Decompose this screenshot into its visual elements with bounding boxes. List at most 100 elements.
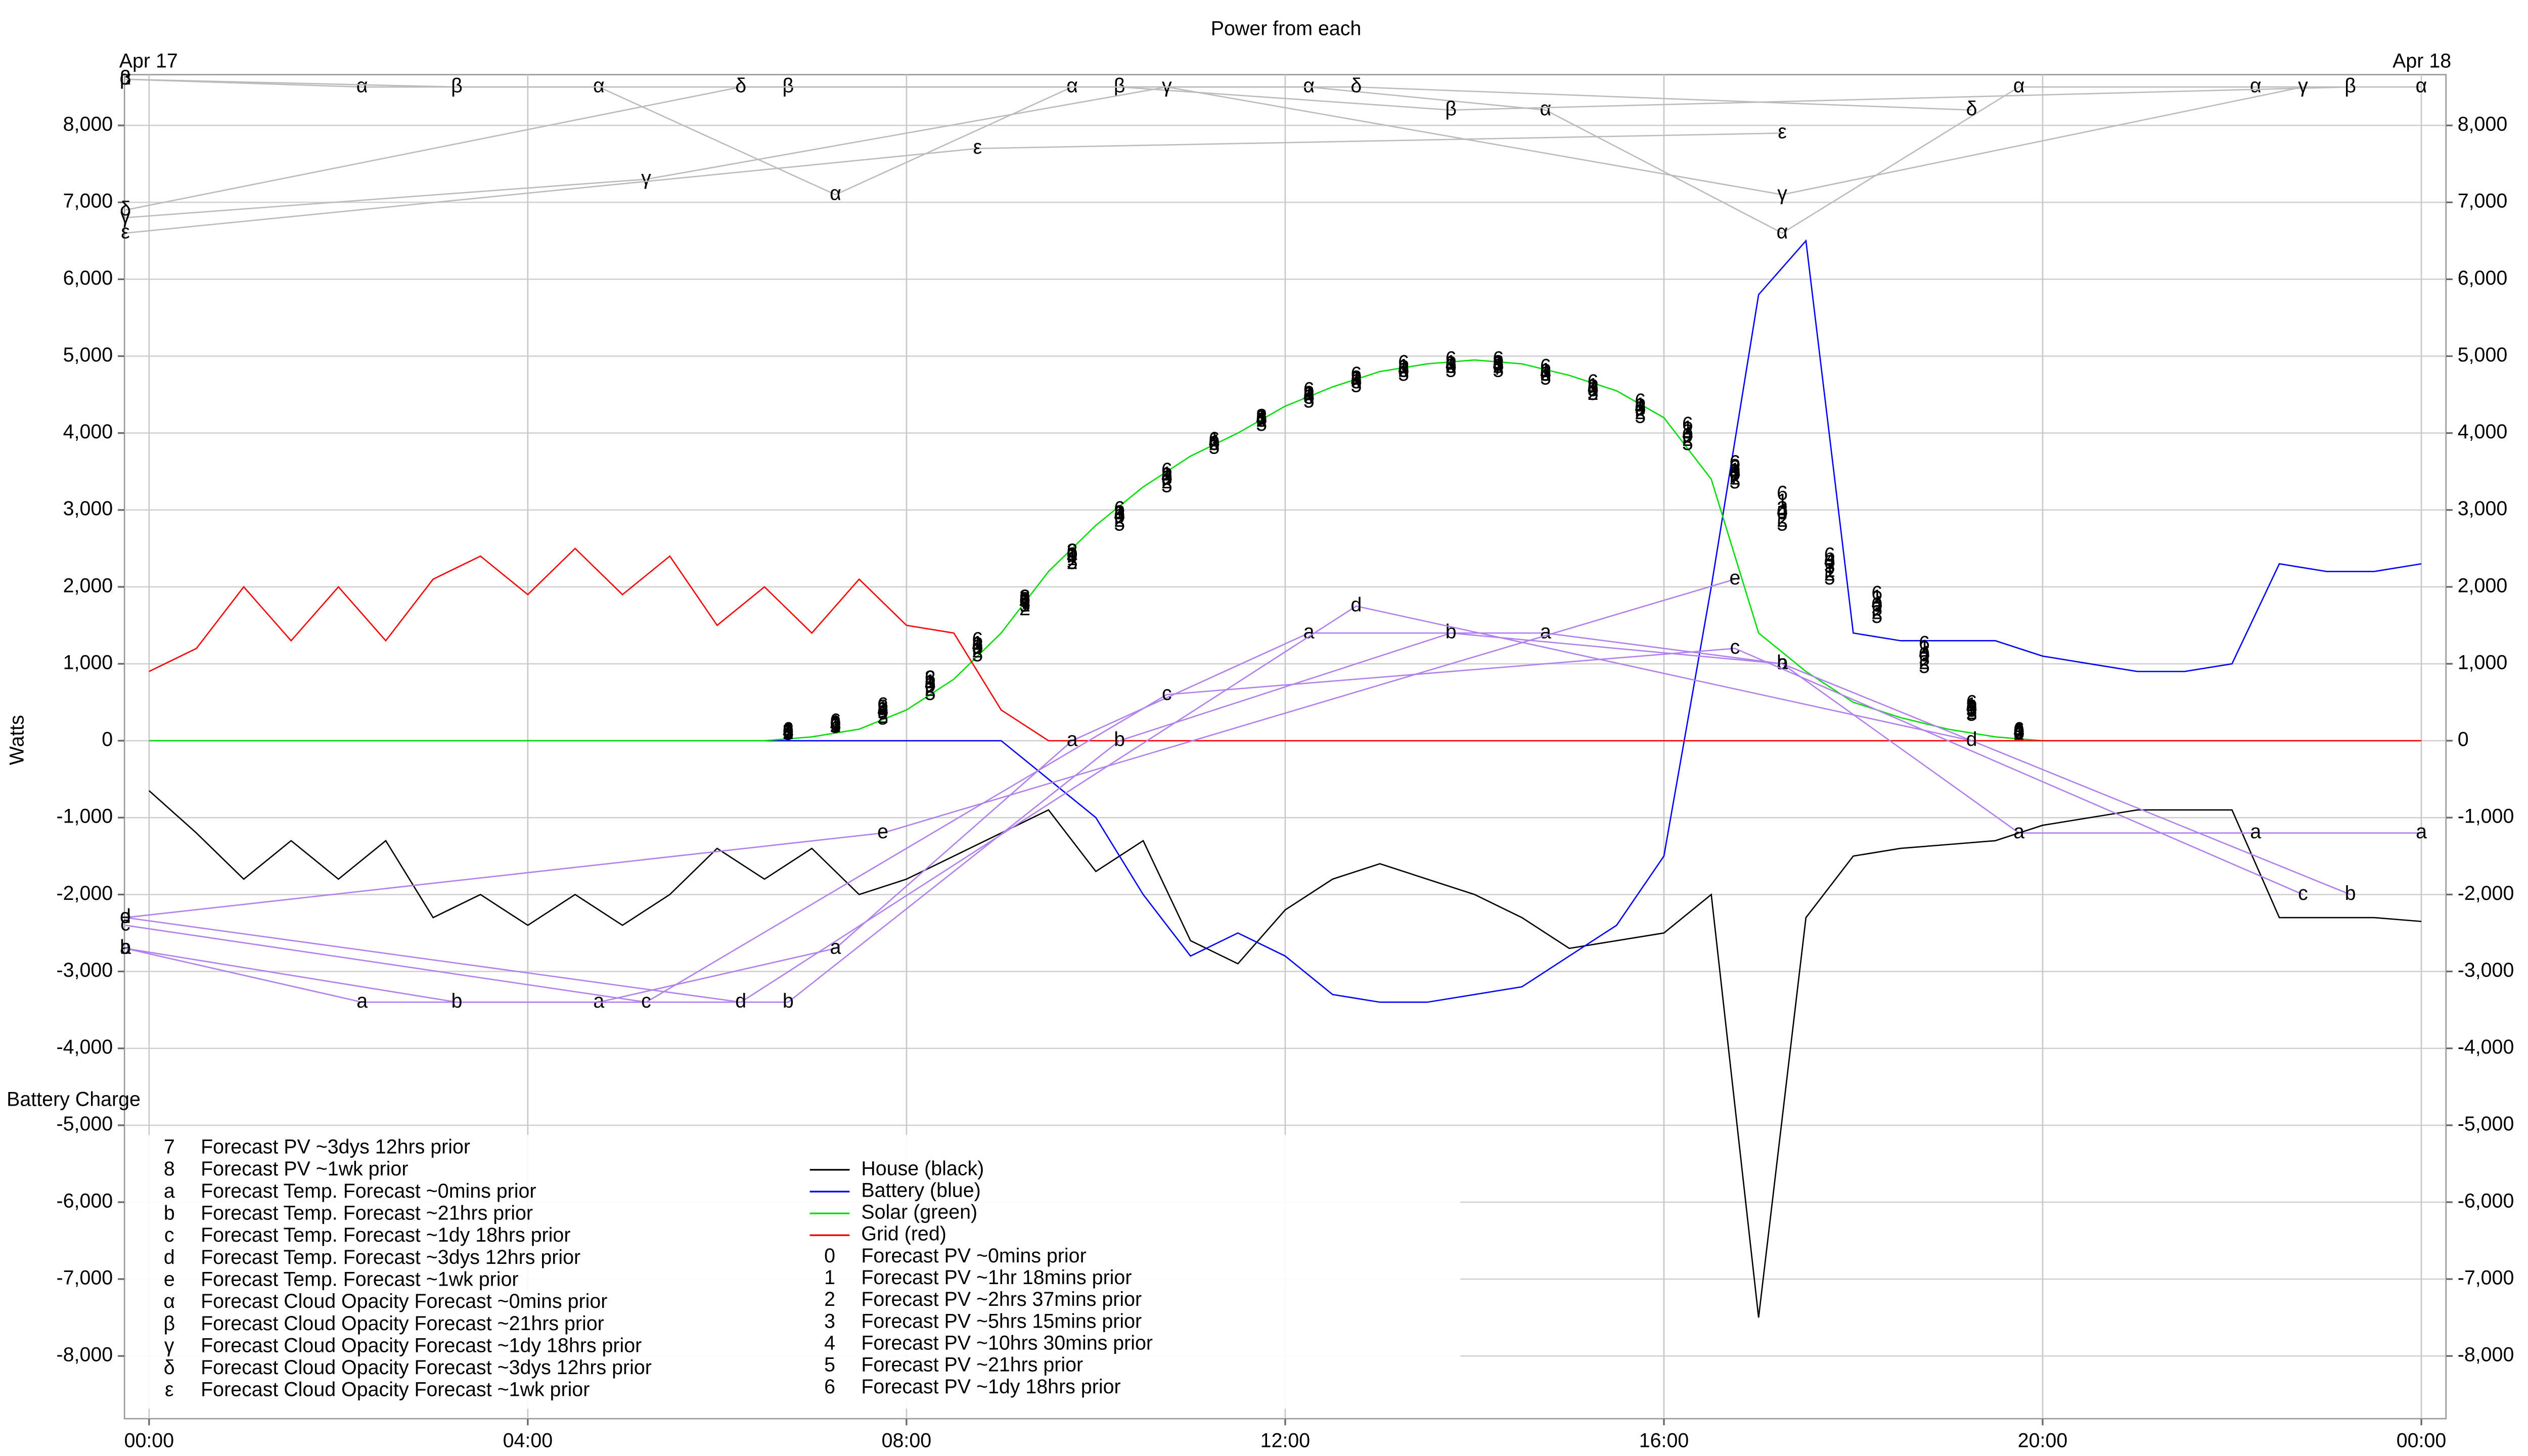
forecast-marker: 5 <box>1966 703 1977 725</box>
annotation: Battery Charge <box>7 1088 141 1110</box>
forecast-marker: 4 <box>1303 385 1315 407</box>
forecast-marker: 4 <box>1161 465 1172 487</box>
legend-symbol: 2 <box>824 1288 835 1310</box>
forecast-marker: 7 <box>783 721 794 744</box>
forecast-marker: 0 <box>1446 355 1457 378</box>
forecast-marker: 2 <box>1398 359 1409 381</box>
forecast-marker: 6 <box>1540 355 1551 378</box>
forecast-marker: 3 <box>1398 359 1409 381</box>
forecast-marker: 6 <box>1588 371 1599 393</box>
legend-label: Forecast Temp. Forecast ~1dy 18hrs prior <box>201 1224 570 1246</box>
legend-symbol: 4 <box>824 1332 835 1354</box>
y-tick-label: -5,000 <box>57 1113 113 1135</box>
forecast-marker: 5 <box>1682 432 1693 454</box>
forecast-marker: δ <box>1966 98 1977 120</box>
forecast-marker: 5 <box>1919 655 1930 677</box>
forecast-marker: 1 <box>1161 463 1172 485</box>
forecast-marker: 1 <box>830 711 841 734</box>
y-tick-label: 3,000 <box>63 497 113 520</box>
forecast-marker: 3 <box>1824 555 1835 577</box>
legend-background <box>126 1134 1461 1409</box>
legend: 7 Forecast PV ~3dys 12hrs prior 8 Forecast … <box>126 1134 1461 1409</box>
forecast-marker: 6 <box>783 718 794 741</box>
forecast-marker: α <box>1066 74 1078 97</box>
forecast-marker: 6 <box>1398 351 1409 374</box>
forecast-marker: 2 <box>1256 409 1267 431</box>
forecast-marker: 2 <box>1303 382 1315 404</box>
forecast-marker: 4 <box>1729 462 1740 484</box>
forecast-marker: 2 <box>877 705 888 727</box>
forecast-marker: 3 <box>1067 540 1078 562</box>
legend-symbol: 1 <box>824 1266 835 1289</box>
forecast-marker: b <box>451 990 462 1012</box>
legend-label: Forecast PV ~10hrs 30mins prior <box>861 1332 1153 1354</box>
x-tick-label: 16:00 <box>1639 1430 1689 1452</box>
y-tick-label: 7,000 <box>63 190 113 212</box>
forecast-marker: 6 <box>1824 543 1835 566</box>
forecast-marker: 2 <box>1493 355 1504 378</box>
forecast-marker: 8 <box>1256 407 1267 429</box>
forecast-marker: 2 <box>1161 471 1172 493</box>
forecast-marker: γ <box>2298 74 2308 97</box>
forecast-marker: 1 <box>1256 405 1267 428</box>
forecast-marker: δ <box>1350 74 1362 97</box>
forecast-marker: 1 <box>1682 417 1693 439</box>
legend-symbol: 6 <box>824 1376 835 1398</box>
forecast-marker: 3 <box>1777 497 1788 520</box>
legend-label: Forecast Cloud Opacity Forecast ~1wk pri… <box>201 1379 590 1401</box>
y-tick-label: -8,000 <box>57 1344 113 1366</box>
forecast-marker: d <box>120 905 131 927</box>
x-tick-label: 12:00 <box>1260 1430 1311 1452</box>
forecast-marker: b <box>2345 882 2356 904</box>
forecast-marker: 5 <box>2013 721 2024 744</box>
forecast-marker: 5 <box>1777 513 1788 535</box>
forecast-marker: 4 <box>1824 550 1835 572</box>
x-tick-label: 04:00 <box>503 1430 553 1452</box>
y-tick-label: -7,000 <box>57 1266 113 1289</box>
forecast-marker: 5 <box>1635 405 1646 428</box>
forecast-marker: 6 <box>877 694 888 716</box>
series-line <box>149 547 2422 742</box>
forecast-marker: 1 <box>1303 382 1315 404</box>
legend-symbol: α <box>163 1290 175 1312</box>
forecast-marker: 3 <box>2013 720 2024 743</box>
legend-label: Solar (green) <box>861 1201 977 1223</box>
forecast-marker: 1 <box>1919 636 1930 658</box>
legend-symbol: 5 <box>824 1354 835 1376</box>
forecast-marker: 1 <box>783 719 794 741</box>
forecast-marker: 6 <box>1635 390 1646 412</box>
forecast-marker: 4 <box>783 720 794 743</box>
forecast-marker: 1 <box>1635 394 1646 416</box>
forecast-marker: 6 <box>1493 347 1504 370</box>
forecast-marker: 1 <box>1446 351 1457 374</box>
forecast-marker: 3 <box>1729 455 1740 477</box>
forecast-marker: 1 <box>1588 375 1599 397</box>
forecast-marker: c <box>2298 882 2308 904</box>
legend-symbol: 8 <box>164 1158 175 1180</box>
forecast-marker: 5 <box>925 682 936 704</box>
forecast-marker: 2 <box>783 721 794 744</box>
forecast-marker: 1 <box>1540 359 1551 381</box>
forecast-marker: α <box>356 74 368 97</box>
y-tick-label: 6,000 <box>63 267 113 289</box>
y2-tick-label: 6,000 <box>2458 267 2508 289</box>
forecast-marker: δ <box>735 74 746 97</box>
forecast-marker: 1 <box>1871 586 1882 608</box>
forecast-marker: 3 <box>972 636 983 658</box>
forecast-marker: a <box>1067 729 1078 751</box>
forecast-marker: 1 <box>1398 355 1409 378</box>
forecast-marker: 5 <box>1019 594 1030 616</box>
forecast-marker: 6 <box>1350 363 1362 385</box>
x-tick-label: 20:00 <box>2018 1430 2068 1452</box>
forecast-marker: 2 <box>1540 363 1551 385</box>
legend-symbol: c <box>164 1224 174 1246</box>
forecast-marker: 4 <box>1350 369 1362 391</box>
forecast-marker: 0 <box>972 636 983 658</box>
forecast-marker: 0 <box>1067 543 1078 566</box>
forecast-marker: e <box>1729 567 1740 589</box>
forecast-marker: 0 <box>1682 425 1693 447</box>
legend-symbol: a <box>164 1180 175 1202</box>
series-line <box>125 578 1735 919</box>
y-tick-label: 5,000 <box>63 344 113 366</box>
